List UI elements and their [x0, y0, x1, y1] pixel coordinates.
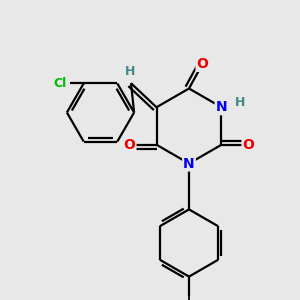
Text: N: N [216, 100, 227, 114]
Text: H: H [235, 96, 245, 109]
Text: O: O [124, 138, 136, 152]
Text: H: H [125, 65, 136, 78]
Text: O: O [242, 138, 254, 152]
Text: O: O [196, 57, 208, 71]
Text: Cl: Cl [53, 77, 66, 90]
Text: N: N [183, 157, 195, 170]
